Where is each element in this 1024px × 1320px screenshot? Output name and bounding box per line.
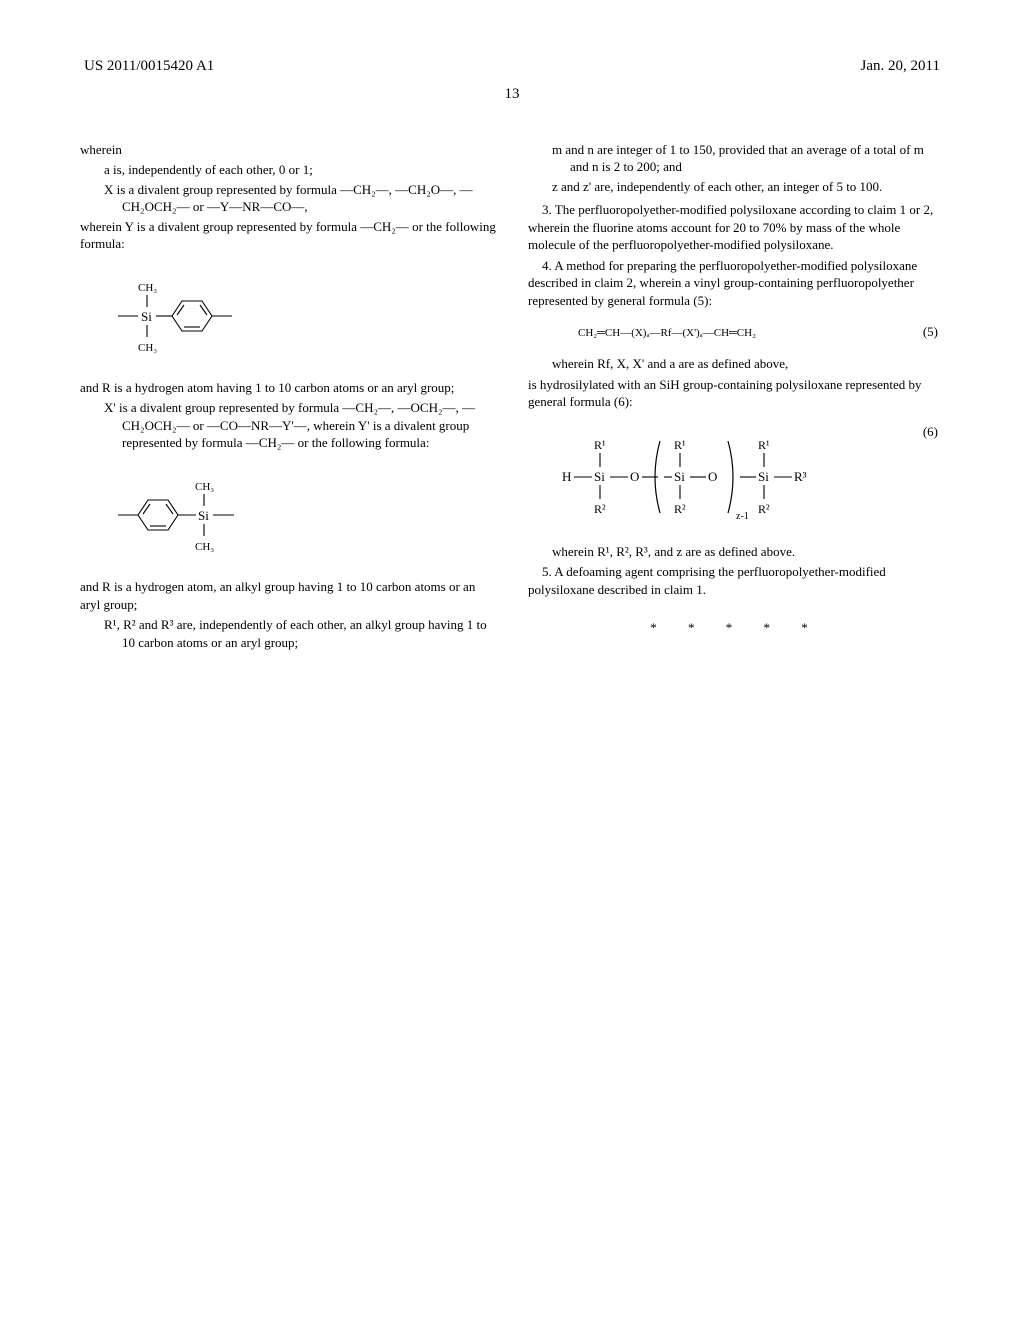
structural-formula-1: Si CH₃ CH₃ <box>114 271 496 361</box>
formula-2-svg: Si CH₃ CH₃ <box>114 470 274 560</box>
svg-text:R¹: R¹ <box>594 438 606 452</box>
svg-text:R²: R² <box>758 502 770 516</box>
def-x-2: wherein Y is a divalent group represente… <box>80 218 496 253</box>
svg-text:R¹: R¹ <box>674 438 686 452</box>
svg-text:Si: Si <box>758 469 769 484</box>
si-label-2: Si <box>198 508 209 523</box>
ch3-top-2: CH₃ <box>195 481 214 493</box>
def-r-aryl-1: and R is a hydrogen atom having 1 to 10 … <box>80 379 496 397</box>
def-zz: z and z' are, independently of each othe… <box>528 178 944 196</box>
patent-page: US 2011/0015420 A1 Jan. 20, 2011 13 wher… <box>0 0 1024 1320</box>
claim-4b: wherein Rf, X, X' and a are as defined a… <box>528 355 944 373</box>
svg-text:R²: R² <box>594 502 606 516</box>
svg-text:H: H <box>562 469 571 484</box>
def-a: a is, independently of each other, 0 or … <box>80 161 496 179</box>
svg-text:R²: R² <box>674 502 686 516</box>
ch3-bottom: CH₃ <box>138 342 157 354</box>
svg-text:z-1: z-1 <box>736 511 749 522</box>
pub-date: Jan. 20, 2011 <box>861 56 940 76</box>
formula-6-svg: H Si R¹ R² O Si <box>558 423 858 533</box>
svg-text:Si: Si <box>594 469 605 484</box>
structural-formula-2: Si CH₃ CH₃ <box>114 470 496 560</box>
end-stars: * * * * * <box>528 619 944 637</box>
claim-4c: is hydrosilylated with an SiH group-cont… <box>528 376 944 411</box>
formula-6-block: (6) H Si R¹ R² O <box>528 423 944 533</box>
def-mn: m and n are integer of 1 to 150, provide… <box>528 141 944 176</box>
right-column: m and n are integer of 1 to 150, provide… <box>528 141 944 654</box>
claim-5: 5. A defoaming agent comprising the perf… <box>528 563 944 598</box>
page-header: US 2011/0015420 A1 Jan. 20, 2011 <box>80 56 944 76</box>
formula-6-num: (6) <box>923 423 944 441</box>
wherein-label: wherein <box>80 141 496 159</box>
def-r-aryl-2: and R is a hydrogen atom, an alkyl group… <box>80 578 496 613</box>
ch3-bottom-2: CH₃ <box>195 541 214 553</box>
si-label: Si <box>141 309 152 324</box>
formula-5-num: (5) <box>923 323 944 341</box>
svg-text:R¹: R¹ <box>758 438 770 452</box>
svg-text:Si: Si <box>674 469 685 484</box>
claim-4a: 4. A method for preparing the perfluorop… <box>528 257 944 310</box>
left-column: wherein a is, independently of each othe… <box>80 141 496 654</box>
def-x-1: X is a divalent group represented by for… <box>80 181 496 216</box>
formula-1-svg: Si CH₃ CH₃ <box>114 271 264 361</box>
claim-4d: wherein R¹, R², R³, and z are as defined… <box>528 543 944 561</box>
two-column-body: wherein a is, independently of each othe… <box>80 141 944 654</box>
svg-text:O: O <box>708 469 717 484</box>
ch3-top: CH₃ <box>138 282 157 294</box>
svg-text:R³: R³ <box>794 469 807 484</box>
formula-5-text: CH₂═CH—(X)ₐ—Rf—(X')ₐ—CH═CH₂ <box>578 327 756 339</box>
pub-number: US 2011/0015420 A1 <box>84 56 214 76</box>
def-r123: R¹, R² and R³ are, independently of each… <box>80 616 496 651</box>
page-number: 13 <box>80 84 944 104</box>
formula-5-block: CH₂═CH—(X)ₐ—Rf—(X')ₐ—CH═CH₂ (5) <box>528 323 944 341</box>
def-xprime: X' is a divalent group represented by fo… <box>80 399 496 452</box>
svg-text:O: O <box>630 469 639 484</box>
claim-3: 3. The perfluoropolyether-modified polys… <box>528 201 944 254</box>
